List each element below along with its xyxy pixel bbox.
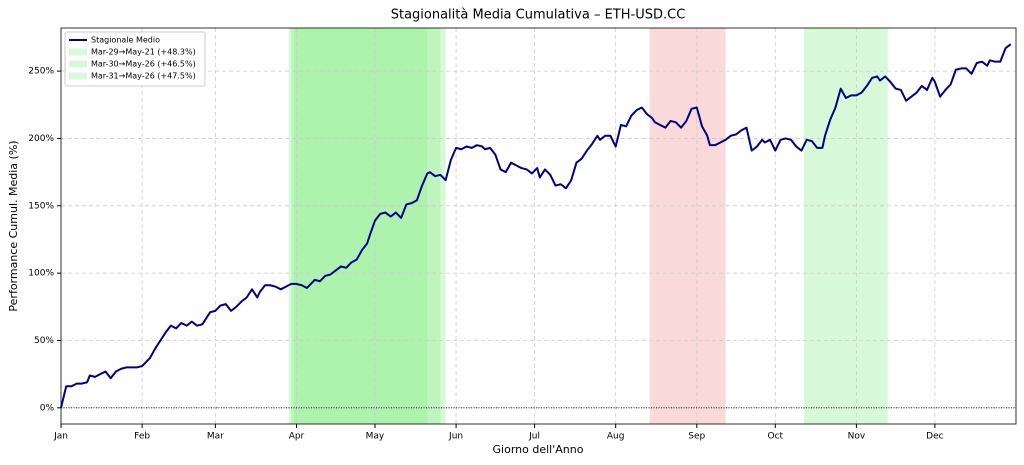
data-line — [60, 43, 1012, 409]
y-tick-label: 0% — [40, 403, 55, 413]
x-tick-label: Nov — [848, 432, 866, 442]
legend-label: Mar-31→May-26 (+47.5%) — [91, 72, 196, 81]
legend-swatch — [69, 72, 87, 80]
x-tick-label: Jul — [528, 432, 540, 442]
legend-label: Stagionale Medio — [91, 36, 160, 45]
x-tick-label: Jun — [448, 432, 463, 442]
y-tick-label: 50% — [34, 336, 54, 346]
x-tick-label: Jan — [53, 432, 68, 442]
y-tick-label: 200% — [28, 134, 54, 144]
legend-box — [64, 31, 206, 87]
x-tick-label: Aug — [607, 432, 625, 442]
y-tick-label: 250% — [28, 67, 54, 77]
highlight-span — [288, 28, 428, 424]
y-axis-label: Performance Cumul. Media (%) — [7, 140, 20, 311]
x-tick-label: Feb — [134, 432, 150, 442]
legend-label: Mar-30→May-26 (+46.5%) — [91, 60, 196, 69]
legend-label: Mar-29→May-21 (+48.3%) — [91, 48, 196, 57]
highlight-span — [293, 28, 446, 424]
highlight-span — [291, 28, 441, 424]
x-tick-label: May — [366, 432, 385, 442]
plot-frame — [60, 27, 1017, 425]
x-tick-label: Oct — [768, 432, 784, 442]
legend-swatch — [69, 48, 87, 56]
y-tick-label: 150% — [28, 201, 54, 211]
y-tick-label: 100% — [28, 269, 54, 279]
x-axis-label: Giorno dell'Anno — [493, 443, 584, 456]
x-tick-label: Mar — [207, 432, 224, 442]
x-tick-label: Sep — [688, 432, 705, 442]
x-tick-label: Dec — [926, 432, 943, 442]
chart-title: Stagionalità Media Cumulativa – ETH-USD.… — [391, 8, 686, 23]
highlight-span — [649, 28, 726, 424]
highlight-span — [804, 28, 888, 424]
x-tick-label: Apr — [289, 432, 305, 442]
legend-swatch — [69, 60, 87, 68]
